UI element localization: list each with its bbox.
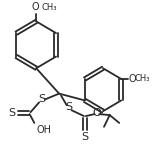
Text: O: O xyxy=(31,2,39,12)
Text: S: S xyxy=(8,108,15,118)
Text: S: S xyxy=(38,94,46,104)
Text: OH: OH xyxy=(36,125,51,135)
Text: CH₃: CH₃ xyxy=(41,3,57,12)
Text: O: O xyxy=(129,74,136,84)
Text: O: O xyxy=(92,108,101,118)
Text: CH₃: CH₃ xyxy=(135,74,150,83)
Text: S: S xyxy=(65,102,72,112)
Text: S: S xyxy=(81,132,88,142)
